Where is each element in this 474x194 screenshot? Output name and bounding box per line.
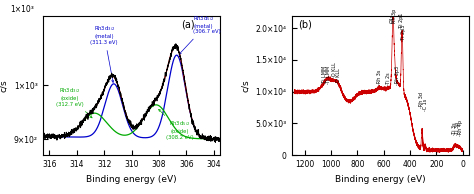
Text: -C 1s: -C 1s: [423, 99, 428, 111]
Text: Rh3d$_{3/2}$
(metal)
(311.3 eV): Rh3d$_{3/2}$ (metal) (311.3 eV): [91, 25, 118, 82]
Text: -O KLL: -O KLL: [336, 68, 341, 84]
X-axis label: Binding energy (eV): Binding energy (eV): [335, 175, 426, 184]
Text: -Ti 2s: -Ti 2s: [386, 73, 391, 85]
Text: Rh 3p: Rh 3p: [392, 9, 397, 23]
Text: Rh3d$_{5/2}$
(oxide)
(308.2 eV): Rh3d$_{5/2}$ (oxide) (308.2 eV): [159, 109, 193, 140]
Text: O1s: O1s: [390, 14, 395, 23]
Y-axis label: c/s: c/s: [0, 79, 8, 92]
Text: -Ti 2p1: -Ti 2p1: [400, 13, 404, 29]
Text: -Ti 3p: -Ti 3p: [455, 122, 460, 135]
Text: -Rh 3d: -Rh 3d: [419, 92, 424, 108]
Text: 1×10³: 1×10³: [10, 5, 35, 14]
Text: -Ti 3s: -Ti 3s: [452, 122, 457, 135]
Text: -Ti 2p3: -Ti 2p3: [401, 25, 406, 41]
Text: (b): (b): [299, 20, 312, 30]
Text: -Rh 3s: -Rh 3s: [377, 70, 383, 85]
Text: Rh3d$_{3/2}$
(oxide)
(312.7 eV): Rh3d$_{3/2}$ (oxide) (312.7 eV): [56, 87, 92, 118]
Text: -O KLL: -O KLL: [332, 62, 337, 78]
Y-axis label: c/s: c/s: [241, 79, 250, 92]
Text: -Rh 4p: -Rh 4p: [458, 120, 463, 136]
Text: (a): (a): [181, 20, 195, 30]
Text: -Rh 3p3: -Rh 3p3: [395, 66, 400, 85]
Text: -Ti LMM: -Ti LMM: [326, 66, 331, 84]
Text: -Ti LMM: -Ti LMM: [322, 66, 327, 84]
X-axis label: Binding energy (eV): Binding energy (eV): [86, 175, 177, 184]
Text: Rh3d$_{5/2}$
(metal)
(306.7 eV): Rh3d$_{5/2}$ (metal) (306.7 eV): [179, 15, 221, 54]
